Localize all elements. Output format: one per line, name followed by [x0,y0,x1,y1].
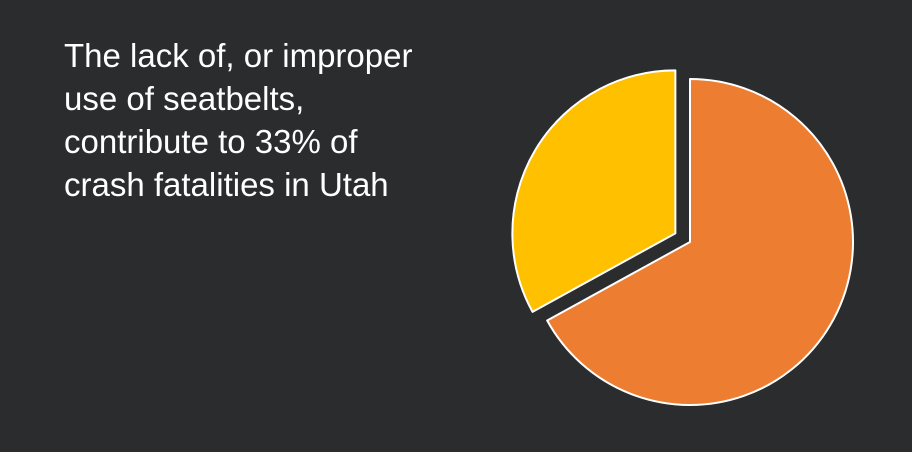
headline: The lack of, or improper use of seatbelt… [64,34,504,206]
headline-line-4: crash fatalities in Utah [64,166,389,203]
headline-line-2: use of seatbelts, [64,80,305,117]
pie-chart [511,69,854,406]
pie-slice-1 [511,69,677,313]
headline-line-1: The lack of, or improper [64,37,413,74]
pie-slice-2 [546,78,854,406]
headline-line-3: contribute to 33% of [64,123,358,160]
